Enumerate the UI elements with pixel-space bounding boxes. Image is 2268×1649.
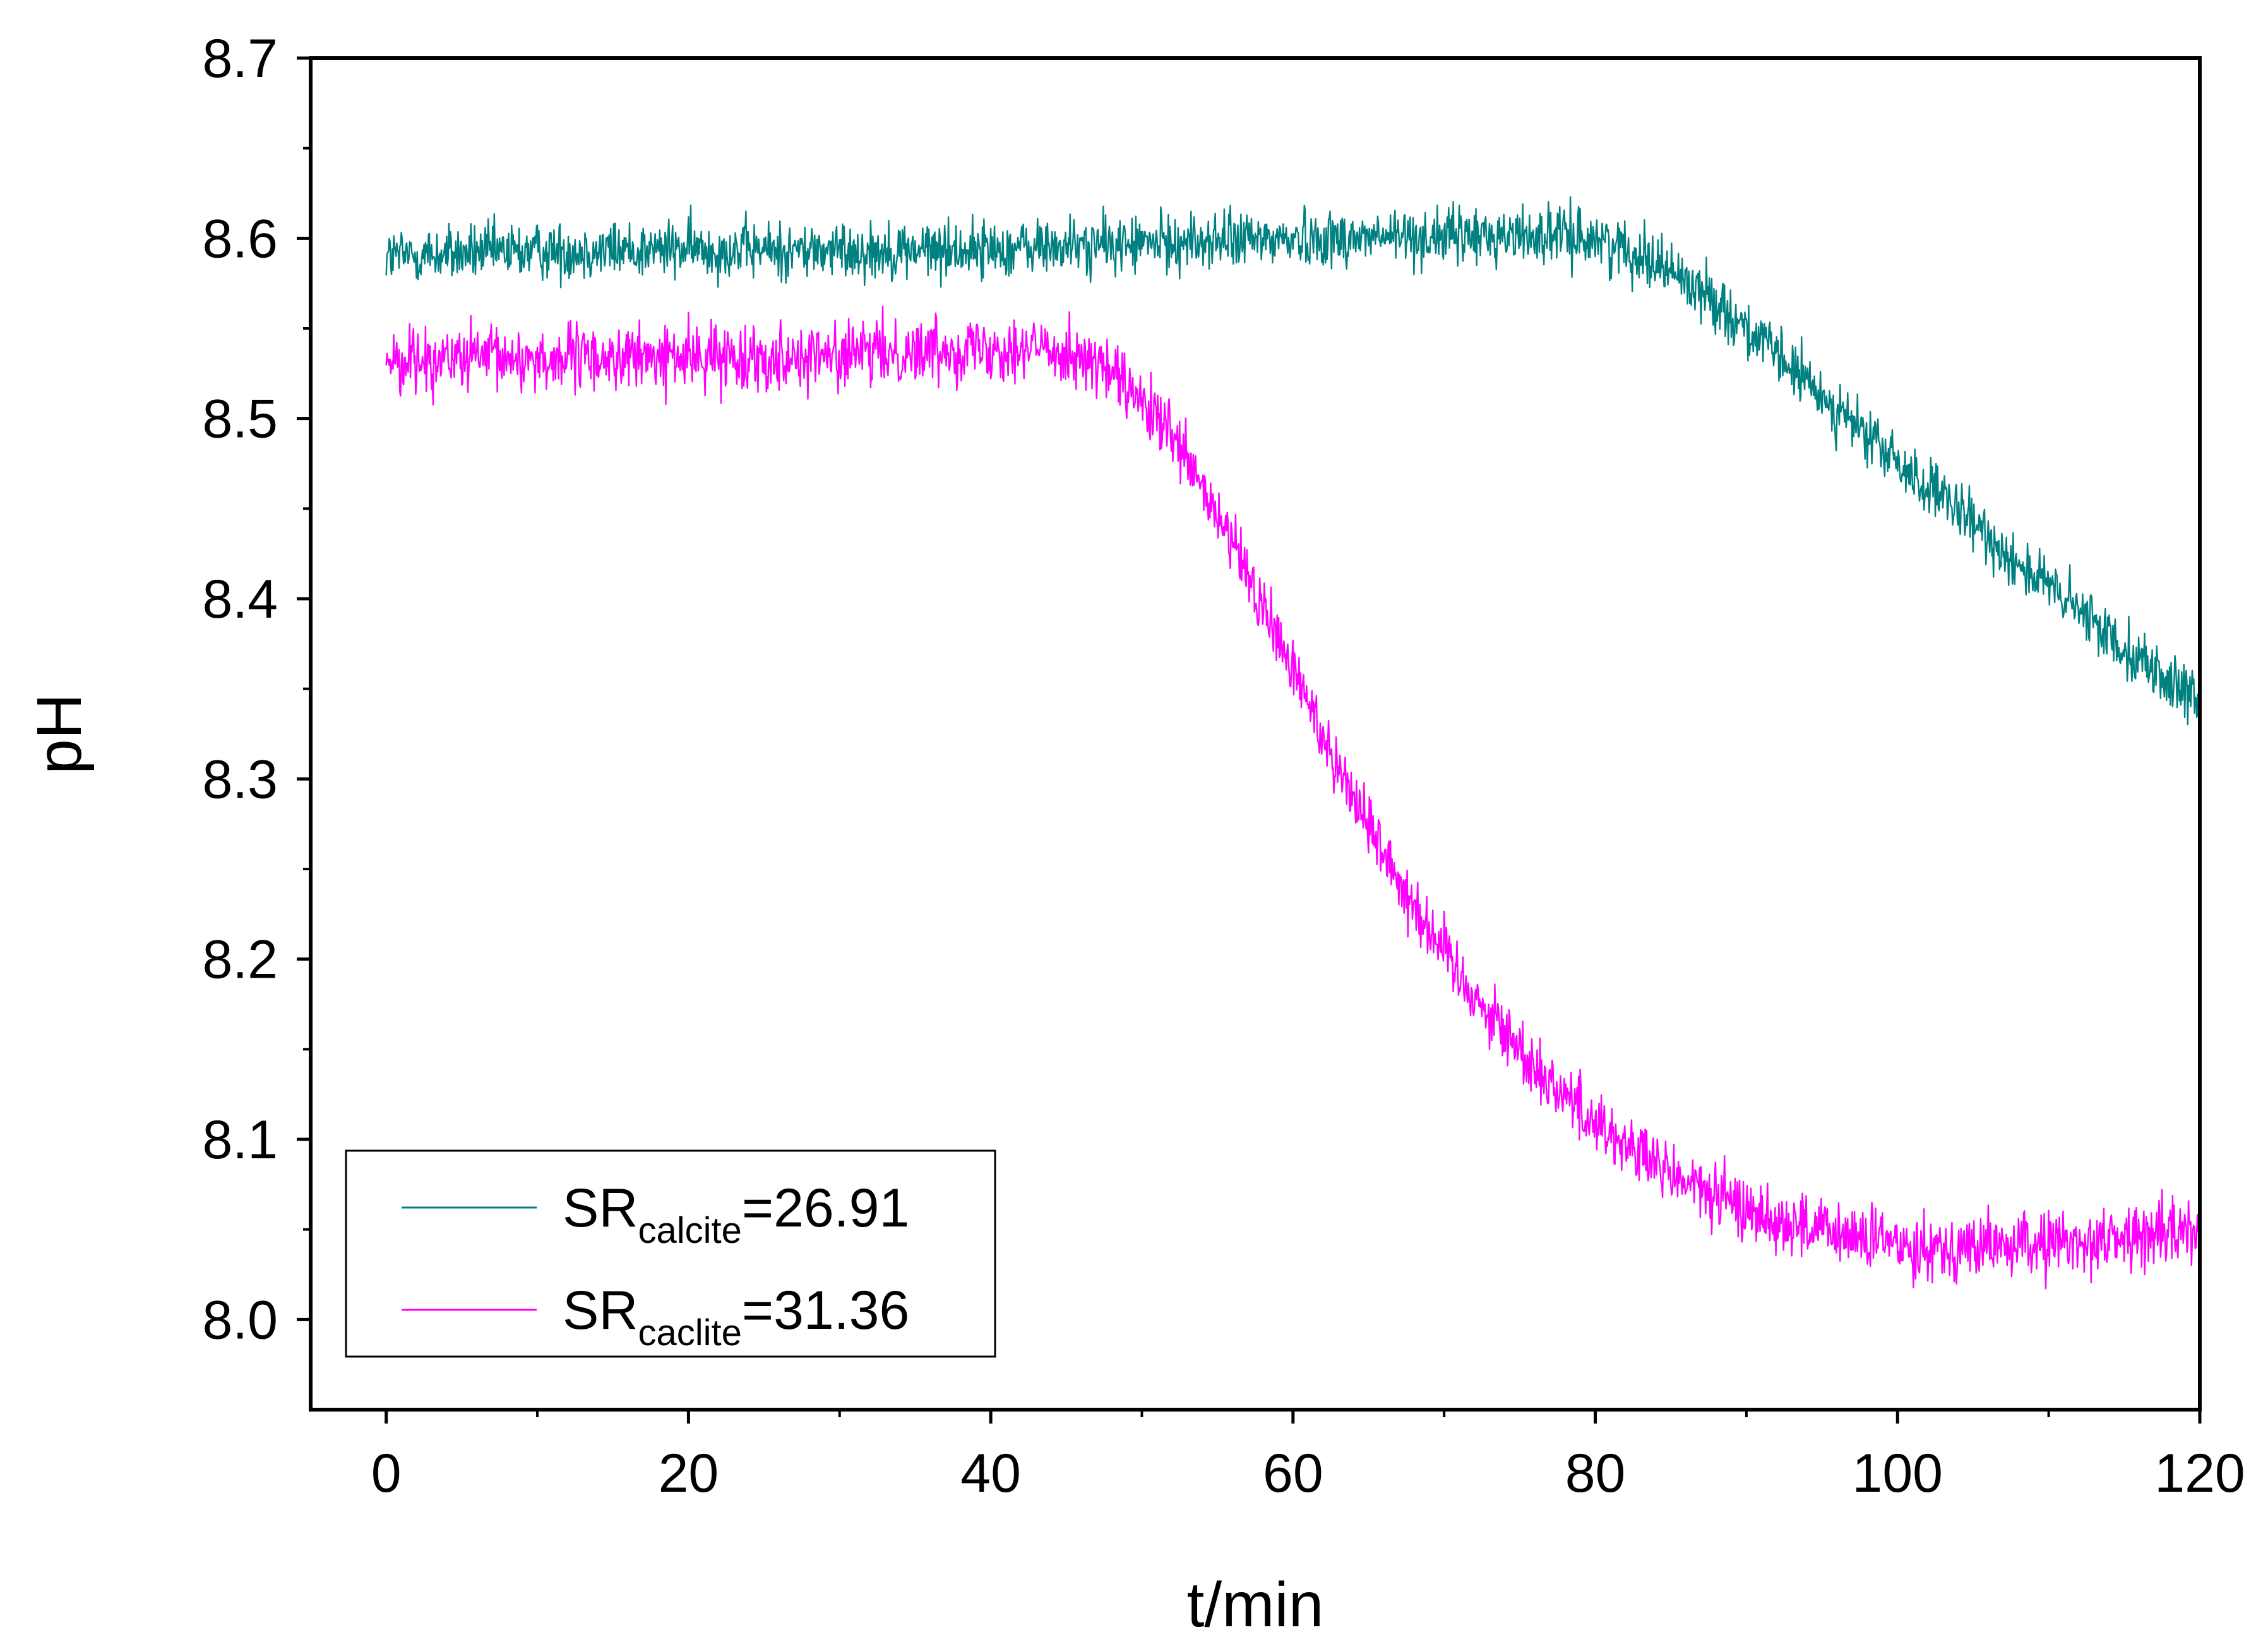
x-tick-label: 20 <box>659 1443 719 1504</box>
x-tick-label: 40 <box>960 1443 1021 1504</box>
legend-label-main: SR <box>563 1178 638 1238</box>
x-tick-label: 120 <box>2154 1443 2245 1504</box>
series-layer <box>385 196 2201 1290</box>
ticks-layer <box>297 56 2202 1424</box>
legend-label-subscript: caclite <box>638 1312 741 1353</box>
legend-label-main: SR <box>563 1280 638 1341</box>
y-tick-label: 8.7 <box>202 28 278 89</box>
legend-box <box>345 1149 996 1358</box>
x-tick-labels: 0 20 40 60 80 100 120 <box>371 1443 2245 1504</box>
legend-label-subscript: calcite <box>638 1210 741 1251</box>
plot-area-frame <box>309 56 2202 1412</box>
x-tick-label: 0 <box>371 1443 402 1504</box>
x-tick-label: 100 <box>1853 1443 1943 1504</box>
legend-label-2: SRcaclite=31.36 <box>563 1280 909 1353</box>
legend-label-1: SRcalcite=26.91 <box>563 1178 909 1251</box>
y-tick-label: 8.6 <box>202 208 278 269</box>
x-tick-label: 80 <box>1565 1443 1626 1504</box>
series-line-1 <box>385 196 2201 726</box>
y-tick-label: 8.0 <box>202 1290 278 1350</box>
series-line-2 <box>385 306 2201 1290</box>
y-tick-label: 8.1 <box>202 1110 278 1170</box>
x-tick-label: 60 <box>1263 1443 1323 1504</box>
x-axis-title: t/min <box>1187 1569 1324 1640</box>
legend-label-value: =26.91 <box>742 1178 909 1238</box>
y-axis-title: pH <box>24 693 95 774</box>
y-tick-label: 8.3 <box>202 749 278 810</box>
legend-label-value: =31.36 <box>742 1280 909 1341</box>
y-tick-label: 8.5 <box>202 389 278 450</box>
y-tick-label: 8.4 <box>202 569 278 630</box>
y-tick-labels: 8.0 8.1 8.2 8.3 8.4 8.5 8.6 8.7 <box>202 28 278 1350</box>
y-tick-label: 8.2 <box>202 930 278 990</box>
